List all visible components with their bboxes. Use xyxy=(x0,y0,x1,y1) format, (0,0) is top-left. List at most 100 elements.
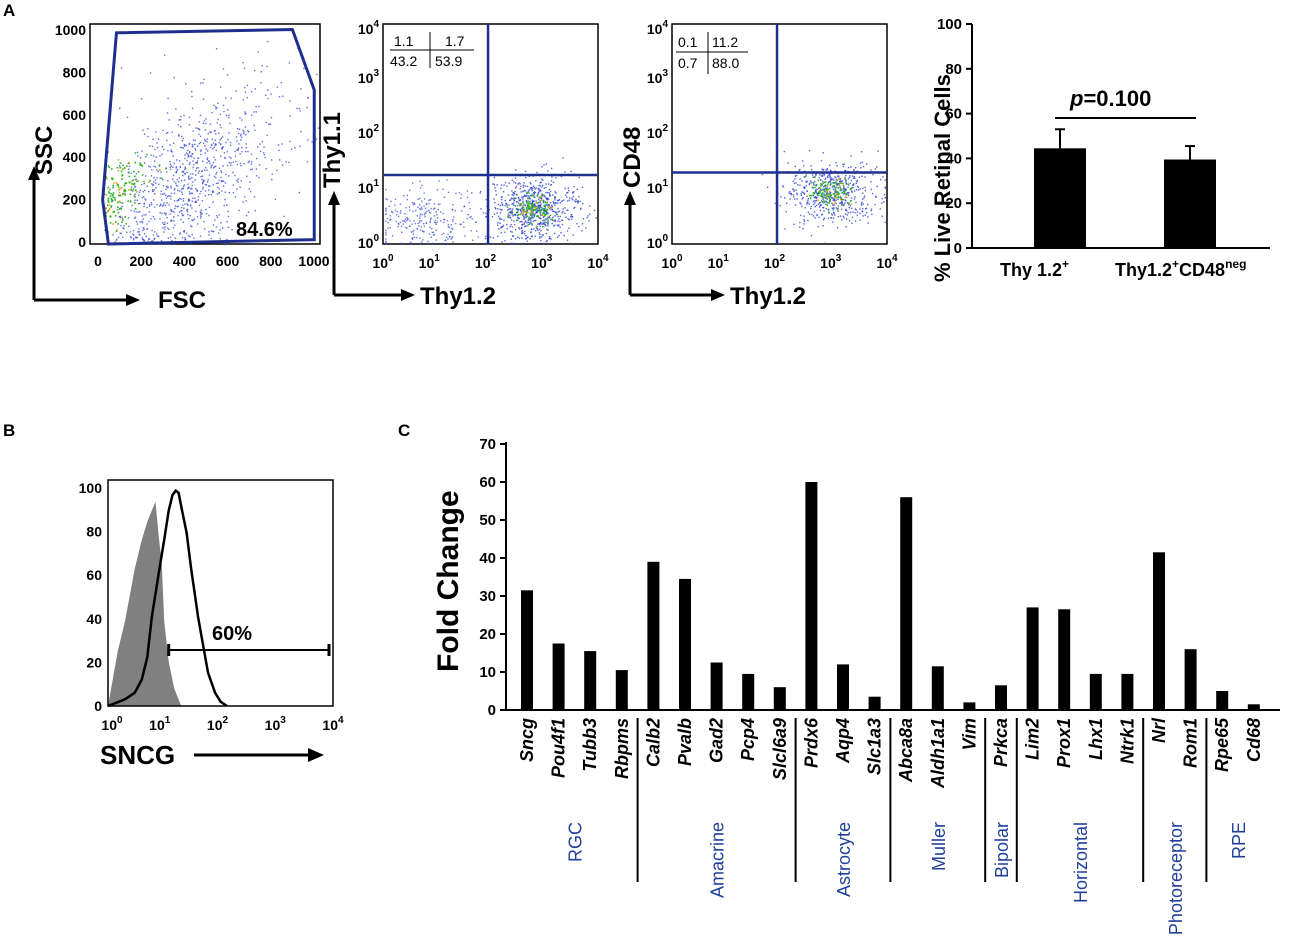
scatter-point xyxy=(824,177,827,180)
dense-point xyxy=(832,185,834,187)
scatter-point xyxy=(836,164,838,167)
scatter-point xyxy=(564,171,566,173)
scatter-point xyxy=(153,237,156,240)
category-label: Muller xyxy=(929,822,949,871)
scatter-point xyxy=(189,173,192,175)
scatter-point xyxy=(566,191,569,194)
scatter-point xyxy=(568,227,570,230)
scatter-point xyxy=(822,168,825,171)
scatter-point xyxy=(429,199,432,201)
scatter-point xyxy=(865,207,868,209)
dense-point xyxy=(832,193,835,195)
tick-exponent: 2 xyxy=(223,715,229,726)
dense-point xyxy=(124,167,126,169)
scatter-point xyxy=(420,208,422,211)
scatter-point xyxy=(385,210,387,212)
scatter-point xyxy=(171,219,173,222)
scatter-point xyxy=(418,204,421,206)
scatter-point xyxy=(443,196,446,198)
scatter-point xyxy=(150,175,153,177)
y-axis-label: Fold Change xyxy=(432,490,465,672)
dense-point xyxy=(827,195,829,198)
plot-frame xyxy=(382,23,599,245)
scatter-point xyxy=(499,217,501,219)
gene-label: Rpe65 xyxy=(1212,717,1232,772)
dense-point xyxy=(108,208,111,210)
scatter-point xyxy=(525,214,527,217)
scatter-point xyxy=(397,225,399,228)
dense-point xyxy=(812,181,814,184)
scatter-point xyxy=(836,182,838,184)
scatter-point xyxy=(436,217,439,219)
scatter-point xyxy=(152,234,155,236)
scatter-point xyxy=(426,203,428,205)
dense-point xyxy=(838,178,840,180)
scatter-point xyxy=(400,225,403,227)
scatter-point xyxy=(462,221,465,223)
gene-label: Lim2 xyxy=(1023,718,1043,760)
scatter-point xyxy=(833,204,835,206)
scatter-point xyxy=(143,133,146,135)
scatter-point xyxy=(202,122,205,124)
scatter-point xyxy=(521,206,524,208)
scatter-point xyxy=(526,225,528,227)
dense-point xyxy=(526,215,528,218)
scatter-point xyxy=(819,209,822,212)
scatter-point xyxy=(803,220,806,222)
scatter-point xyxy=(471,192,473,194)
scatter-point xyxy=(186,159,188,162)
tick-base: 10 xyxy=(531,255,547,271)
scatter-point xyxy=(862,215,864,217)
scatter-point xyxy=(830,217,833,219)
tick-exponent: 0 xyxy=(662,233,668,244)
scatter-point xyxy=(567,187,569,189)
scatter-point xyxy=(221,148,224,150)
scatter-point xyxy=(822,169,824,171)
scatter-point xyxy=(820,189,823,192)
scatter-point xyxy=(180,210,183,212)
scatter-point xyxy=(521,223,523,226)
scatter-point xyxy=(406,219,408,222)
scatter-point xyxy=(796,198,798,200)
scatter-point xyxy=(827,209,830,211)
scatter-point xyxy=(853,198,856,200)
scatter-point xyxy=(221,190,223,192)
scatter-point xyxy=(240,135,242,137)
tick-base: 10 xyxy=(820,255,836,271)
plot-frame xyxy=(671,23,888,245)
scatter-point xyxy=(139,189,142,192)
scatter-point xyxy=(423,198,426,200)
dense-point xyxy=(836,208,839,211)
scatter-point xyxy=(852,186,854,189)
scatter-point xyxy=(839,186,841,188)
scatter-point xyxy=(872,174,874,176)
dense-point xyxy=(121,221,123,224)
scatter-point xyxy=(227,175,230,177)
scatter-point xyxy=(447,191,450,194)
scatter-point xyxy=(192,197,194,200)
scatter-point xyxy=(289,140,291,143)
scatter-point xyxy=(561,200,563,202)
scatter-point xyxy=(186,171,188,174)
scatter-point xyxy=(200,149,202,151)
scatter-point xyxy=(573,191,575,193)
scatter-point xyxy=(549,217,551,219)
quadrant-upper-left: 0.1 xyxy=(678,34,698,50)
scatter-point xyxy=(424,215,426,218)
scatter-point xyxy=(512,197,514,200)
scatter-point xyxy=(221,180,224,182)
scatter-point xyxy=(839,189,842,192)
scatter-point xyxy=(531,216,533,218)
scatter-point xyxy=(527,195,530,197)
scatter-point xyxy=(839,195,842,198)
scatter-point xyxy=(586,217,588,219)
scatter-point xyxy=(217,182,219,184)
scatter-point xyxy=(830,177,833,179)
dense-point xyxy=(108,191,110,193)
scatter-point xyxy=(576,222,578,225)
bar xyxy=(900,497,913,710)
scatter-point xyxy=(854,212,856,214)
x-ticks: 100 101 102 103 104 xyxy=(101,715,344,733)
category-label: Photoreceptor xyxy=(1166,822,1186,935)
scatter-point xyxy=(442,188,444,190)
